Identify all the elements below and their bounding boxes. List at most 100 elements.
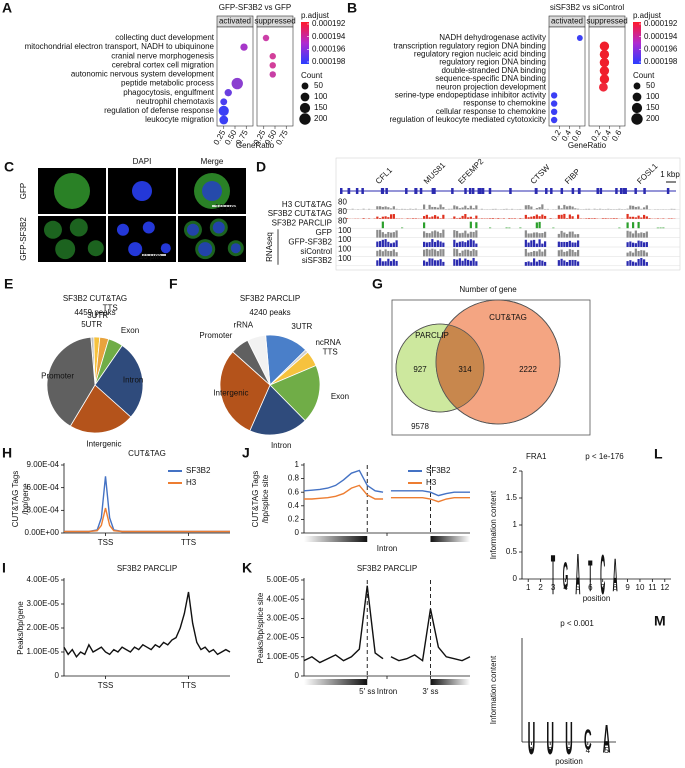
series-line bbox=[64, 476, 230, 533]
signal-bar bbox=[434, 206, 437, 210]
signal-bar bbox=[626, 242, 629, 247]
signal-bar bbox=[629, 241, 632, 247]
y-tick-label: 1.5 bbox=[506, 493, 518, 502]
track-range: 80 bbox=[338, 216, 347, 225]
signal-bar bbox=[560, 258, 563, 266]
signal-bar bbox=[527, 252, 530, 257]
dapi-signal bbox=[132, 181, 152, 201]
exon bbox=[666, 188, 670, 194]
x-tick-label: 0.75 bbox=[274, 128, 290, 146]
signal-bar bbox=[467, 249, 470, 257]
term-label: neutrophil chemotaxis bbox=[136, 97, 214, 106]
track-label: siSF3B2 bbox=[302, 256, 333, 265]
p-value: p < 1e-176 bbox=[585, 452, 624, 461]
signal-bar bbox=[456, 242, 459, 247]
size-key bbox=[301, 82, 309, 90]
pie-slice bbox=[94, 344, 144, 418]
signal-bar bbox=[439, 233, 442, 238]
dapi-signal bbox=[160, 243, 171, 254]
y-tick-label: 1 bbox=[295, 460, 300, 469]
signal-bar bbox=[456, 206, 459, 210]
signal-bar bbox=[566, 262, 569, 266]
signal-bar bbox=[439, 249, 442, 257]
signal-bar bbox=[442, 214, 445, 219]
color-tick-label: 0.000196 bbox=[644, 44, 678, 53]
signal-bar bbox=[376, 229, 379, 238]
signal-bar bbox=[401, 227, 404, 229]
signal-bar bbox=[593, 218, 596, 219]
signal-bar bbox=[566, 251, 569, 257]
signal-bar bbox=[571, 216, 574, 219]
signal-bar bbox=[434, 260, 437, 266]
signal-bar bbox=[563, 213, 566, 219]
legend-label: SF3B2 bbox=[186, 466, 211, 475]
signal-bar bbox=[489, 218, 492, 219]
signal-bar bbox=[434, 215, 437, 219]
signal-bar bbox=[524, 239, 527, 247]
signal-bar bbox=[423, 260, 426, 266]
signal-bar bbox=[381, 251, 384, 257]
slice-label: rRNA bbox=[234, 320, 254, 329]
exon bbox=[380, 188, 384, 194]
signal-bar bbox=[585, 218, 588, 219]
logo-letter: C bbox=[600, 542, 605, 607]
term-label: transcription regulatory region DNA bind… bbox=[393, 41, 546, 50]
signal-bar bbox=[626, 261, 629, 266]
signal-bar bbox=[535, 251, 538, 257]
x-tick-label: 11 bbox=[648, 583, 657, 592]
slice-label: Intergenic bbox=[86, 439, 121, 448]
signal-bar bbox=[568, 249, 571, 257]
signal-bar bbox=[379, 249, 382, 257]
signal-bar bbox=[535, 243, 538, 247]
panel-label: C bbox=[4, 159, 14, 175]
y-tick-label: 5.00E-05 bbox=[267, 575, 300, 584]
signal-bar bbox=[456, 259, 459, 266]
signal-bar bbox=[634, 248, 637, 257]
signal-bar bbox=[461, 260, 464, 266]
count: 314 bbox=[458, 365, 472, 374]
signal-bar bbox=[423, 241, 426, 247]
signal-bar bbox=[527, 261, 530, 266]
legend-label: H3 bbox=[426, 478, 437, 487]
signal-bar bbox=[434, 230, 437, 238]
signal-bar bbox=[376, 250, 379, 257]
exon bbox=[431, 188, 435, 194]
signal-bar bbox=[588, 208, 591, 210]
size-key bbox=[299, 102, 311, 114]
signal-bar bbox=[560, 214, 563, 219]
signal-bar bbox=[390, 208, 393, 210]
signal-bar bbox=[472, 240, 475, 247]
signal-bar bbox=[527, 233, 530, 238]
signal-bar bbox=[390, 232, 393, 238]
size-key-label: 200 bbox=[646, 114, 660, 123]
color-tick-label: 0.000192 bbox=[644, 19, 678, 28]
x-tick-label: 1 bbox=[529, 746, 534, 755]
signal-bar bbox=[461, 232, 464, 238]
exon bbox=[622, 188, 626, 194]
row-label: GFP bbox=[19, 183, 28, 199]
logo-letter: A bbox=[613, 550, 618, 603]
signal-bar bbox=[538, 239, 541, 247]
logo-letter: G bbox=[563, 554, 568, 597]
signal-bar bbox=[458, 252, 461, 257]
exon-bar bbox=[304, 536, 368, 542]
signal-bar bbox=[461, 241, 464, 247]
signal-bar bbox=[585, 208, 588, 210]
signal-bar bbox=[439, 218, 442, 219]
logo-letter: T bbox=[551, 542, 555, 607]
signal-bar bbox=[643, 242, 646, 247]
set-label: CUT&TAG bbox=[489, 313, 527, 322]
signal-bar bbox=[381, 206, 384, 210]
signal-bar bbox=[535, 222, 538, 229]
signal-bar bbox=[615, 218, 618, 219]
signal-bar bbox=[574, 242, 577, 247]
signal-bar bbox=[469, 260, 472, 266]
signal-bar bbox=[379, 218, 382, 219]
signal-bar bbox=[541, 251, 544, 257]
signal-bar bbox=[645, 252, 648, 257]
size-key bbox=[633, 82, 641, 90]
signal-bar bbox=[379, 258, 382, 266]
signal-bar bbox=[632, 242, 635, 247]
color-tick-label: 0.000196 bbox=[312, 44, 346, 53]
signal-bar bbox=[626, 222, 629, 229]
